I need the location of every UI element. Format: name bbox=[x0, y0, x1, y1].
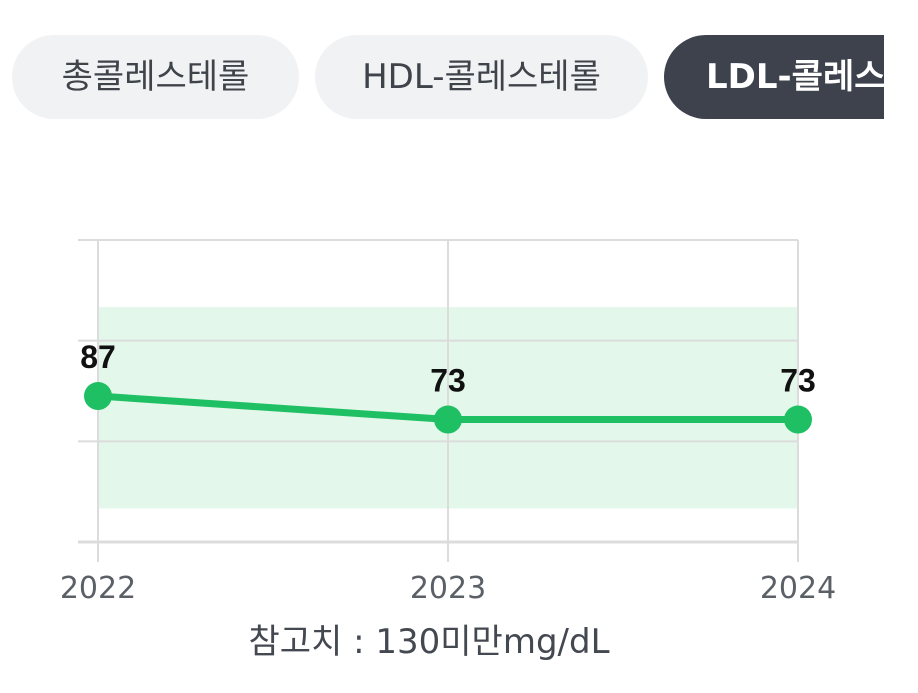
tab-total-cholesterol[interactable]: 총콜레스테롤 bbox=[12, 35, 299, 119]
data-point bbox=[84, 382, 112, 411]
x-tick-label: 2024 bbox=[760, 571, 836, 606]
reference-range-text: 참고치 : 130미만mg/dL bbox=[248, 622, 610, 662]
data-point bbox=[784, 405, 812, 434]
data-label: 73 bbox=[430, 363, 466, 399]
x-tick-label: 2022 bbox=[60, 571, 136, 606]
x-tick-label: 2023 bbox=[410, 571, 486, 606]
data-point bbox=[434, 405, 462, 434]
tab-hdl-cholesterol[interactable]: HDL-콜레스테롤 bbox=[315, 35, 648, 119]
tab-ldl-cholesterol[interactable]: LDL-콜레스 bbox=[664, 35, 884, 119]
data-label: 87 bbox=[80, 339, 116, 375]
data-label: 73 bbox=[780, 363, 816, 399]
ldl-line-chart: 2022 2023 2024 87 73 73 bbox=[60, 239, 836, 606]
